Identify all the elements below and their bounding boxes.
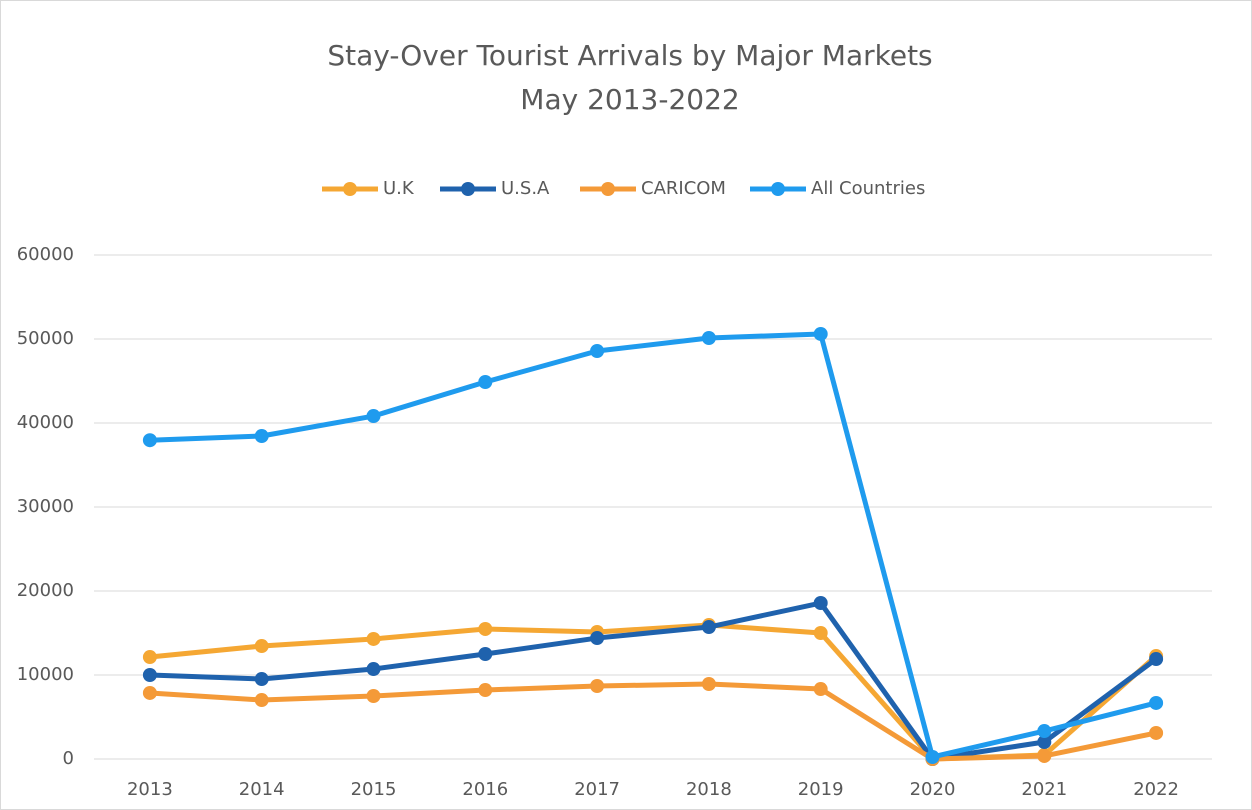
series-marker: [478, 647, 493, 661]
series-marker: [1149, 695, 1164, 710]
y-tick-label: 50000: [17, 328, 74, 349]
series-marker: [142, 668, 157, 682]
series-marker: [590, 631, 605, 646]
series-line: [147, 681, 1159, 762]
series-marker: [366, 662, 381, 677]
series-marker: [254, 672, 269, 687]
series-marker: [701, 330, 716, 345]
legend-marker: [771, 182, 785, 196]
x-tick-label: 2014: [239, 779, 285, 800]
legend-marker: [461, 182, 475, 196]
x-tick-label: 2018: [686, 779, 732, 800]
y-tick-label: 0: [63, 748, 74, 769]
x-tick-label: 2020: [910, 779, 956, 800]
y-tick-label: 30000: [17, 496, 74, 517]
series-marker: [142, 685, 157, 700]
legend-label: U.S.A: [501, 178, 550, 199]
series-marker: [701, 676, 716, 691]
y-tick-label: 20000: [17, 580, 74, 601]
series-marker: [478, 683, 493, 698]
series-marker: [366, 689, 381, 703]
series-marker: [366, 631, 381, 646]
series-marker: [366, 409, 381, 424]
series-marker: [254, 639, 269, 654]
chart-title: Stay-Over Tourist Arrivals by Major Mark…: [327, 39, 932, 72]
series-marker: [254, 693, 269, 708]
x-tick-label: 2022: [1133, 779, 1179, 800]
y-tick-label: 10000: [17, 664, 74, 685]
series-marker: [1037, 724, 1052, 739]
legend-marker: [343, 182, 357, 196]
legend-label: U.K: [383, 178, 415, 199]
series-marker: [590, 679, 605, 694]
legend-label: All Countries: [811, 178, 925, 199]
x-tick-label: 2021: [1021, 779, 1067, 800]
series-marker: [1149, 652, 1164, 667]
legend-label: CARICOM: [641, 178, 726, 199]
series-marker: [1037, 735, 1052, 750]
series-marker: [813, 596, 828, 611]
legend-marker: [601, 182, 615, 196]
x-tick-label: 2019: [798, 779, 844, 800]
series-marker: [813, 682, 828, 697]
series-marker: [142, 650, 157, 665]
series-marker: [813, 326, 828, 341]
series-line: [147, 600, 1159, 762]
series-marker: [1149, 725, 1164, 740]
x-tick-label: 2016: [462, 779, 508, 800]
series-marker: [925, 749, 940, 764]
series-marker: [1037, 748, 1052, 763]
x-tick-label: 2013: [127, 779, 173, 800]
series-marker: [254, 429, 269, 444]
series-marker: [478, 375, 493, 390]
x-tick-label: 2017: [574, 779, 620, 800]
series-marker: [701, 620, 716, 635]
series-line: [147, 331, 1159, 760]
series-marker: [590, 344, 605, 359]
series-marker: [142, 433, 157, 448]
y-tick-label: 40000: [17, 412, 74, 433]
y-tick-label: 60000: [17, 244, 74, 265]
series-marker: [478, 621, 493, 636]
x-tick-label: 2015: [351, 779, 397, 800]
chart-subtitle: May 2013-2022: [520, 83, 739, 116]
series-marker: [813, 626, 828, 640]
